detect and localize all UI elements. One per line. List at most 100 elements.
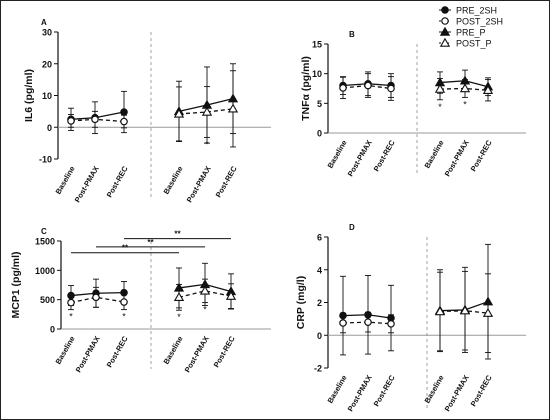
- data-point-P-post: [201, 106, 213, 116]
- x-tick-label: Post-REC: [214, 164, 239, 199]
- y-tick-label: 30: [42, 28, 52, 38]
- series-line-2SH-post: [342, 321, 392, 325]
- x-tick-label: Post-PMAX: [346, 374, 374, 414]
- y-axis-label: IL6 (pg/ml): [23, 69, 35, 122]
- x-tick-label: Baseline: [162, 335, 185, 366]
- x-tick-label: Post-REC: [105, 334, 130, 369]
- x-tick-label: Post-REC: [372, 138, 397, 173]
- y-tick-label: 1500: [35, 237, 55, 247]
- x-tick-label: Post-REC: [469, 138, 494, 173]
- data-point-2SH-post: [339, 319, 347, 327]
- x-tick-label: Post-REC: [105, 164, 130, 199]
- legend-label: PRE_2SH: [456, 6, 497, 16]
- x-tick-label: Post-PMAX: [183, 335, 211, 375]
- series-line-P-post: [439, 87, 489, 91]
- legend-marker-circle: [441, 6, 449, 14]
- significance-star: *: [463, 99, 467, 109]
- data-point-P-post: [173, 292, 185, 302]
- y-tick-label: 0: [47, 123, 52, 133]
- data-point-2SH-pre: [120, 108, 128, 116]
- significance-star: *: [205, 139, 209, 149]
- data-point-P-post: [225, 290, 237, 300]
- y-tick-label: 6: [317, 233, 322, 243]
- series-line-2SH-post: [70, 296, 125, 304]
- series-line-P-post: [439, 310, 489, 314]
- data-point-2SH-post: [92, 293, 100, 302]
- data-point-P-post: [173, 108, 185, 118]
- panel-letter: A: [41, 18, 47, 27]
- x-tick-label: Post-PMAX: [74, 335, 102, 375]
- y-tick-label: 5: [317, 99, 322, 109]
- y-axis-label: MCP1 (pg/ml): [10, 251, 22, 318]
- legend-marker-circle: [441, 17, 449, 25]
- significance-star: *: [177, 312, 181, 322]
- x-tick-label: Post-REC: [212, 334, 237, 369]
- x-tick-label: Post-PMAX: [346, 139, 374, 179]
- bracket-label: **: [174, 230, 181, 239]
- x-tick-label: Post-REC: [469, 373, 494, 408]
- significance-star: *: [438, 102, 442, 112]
- y-tick-label: 1000: [35, 266, 55, 276]
- data-point-P-post: [199, 285, 211, 295]
- significance-star: *: [122, 312, 126, 322]
- data-point-P-post: [434, 83, 446, 93]
- bracket-label: **: [122, 244, 129, 253]
- legend-label: PRE_P: [456, 28, 486, 38]
- legend-label: POST_2SH: [456, 17, 503, 27]
- x-tick-label: Post-PMAX: [73, 165, 101, 205]
- data-point-2SH-post: [339, 84, 347, 92]
- x-tick-label: Baseline: [54, 165, 77, 196]
- data-point-2SH-post: [67, 298, 75, 307]
- legend-marker-triangle: [439, 37, 451, 47]
- y-tick-label: 500: [40, 295, 55, 305]
- y-tick-label: 4: [317, 265, 322, 275]
- y-axis-label: CRP (mg/l): [295, 276, 307, 329]
- data-point-2SH-post: [387, 319, 395, 328]
- panel-letter: B: [349, 30, 355, 39]
- data-point-2SH-post: [91, 115, 99, 124]
- x-tick-label: Post-PMAX: [185, 165, 213, 205]
- data-point-P-post: [227, 103, 239, 113]
- data-point-P-post: [459, 83, 471, 93]
- y-tick-label: 20: [42, 59, 52, 69]
- y-tick-label: 10: [312, 69, 322, 79]
- data-point-2SH-post: [120, 298, 128, 306]
- data-point-P-post: [434, 306, 446, 316]
- x-tick-label: Post-PMAX: [443, 139, 471, 179]
- data-point-P-post: [459, 305, 471, 315]
- significance-star: *: [203, 305, 207, 315]
- x-tick-label: Baseline: [423, 374, 446, 405]
- x-tick-label: Baseline: [326, 139, 349, 170]
- y-tick-label: -2: [314, 364, 322, 374]
- y-tick-label: 15: [312, 40, 322, 50]
- series-line-P-post: [178, 290, 232, 298]
- data-point-2SH-post: [387, 84, 395, 93]
- y-tick-label: 0: [50, 325, 55, 335]
- x-tick-label: Baseline: [54, 335, 77, 366]
- data-point-2SH-post: [364, 318, 372, 326]
- data-point-P-post: [482, 307, 494, 317]
- y-axis-label: TNFα (pg/ml): [300, 56, 312, 121]
- data-point-2SH-post: [67, 117, 75, 125]
- x-tick-label: Baseline: [423, 139, 446, 170]
- y-tick-label: 0: [317, 331, 322, 341]
- panel-letter: D: [349, 223, 355, 232]
- bracket-label: **: [147, 238, 154, 247]
- x-tick-label: Baseline: [326, 374, 349, 405]
- x-tick-label: Post-REC: [372, 373, 397, 408]
- legend-label: POST_P: [456, 39, 492, 49]
- y-tick-label: 2: [317, 298, 322, 308]
- y-tick-label: 10: [42, 91, 52, 101]
- y-tick-label: -10: [39, 155, 52, 165]
- data-point-2SH-post: [364, 81, 372, 90]
- significance-star: *: [69, 312, 73, 322]
- data-point-P-post: [482, 84, 494, 94]
- y-tick-label: 0: [317, 129, 322, 139]
- data-point-2SH-post: [120, 117, 128, 126]
- series-line-2SH-post: [342, 84, 392, 90]
- legend-marker-triangle: [439, 26, 451, 36]
- x-tick-label: Baseline: [162, 165, 185, 196]
- panel-letter: C: [41, 227, 47, 236]
